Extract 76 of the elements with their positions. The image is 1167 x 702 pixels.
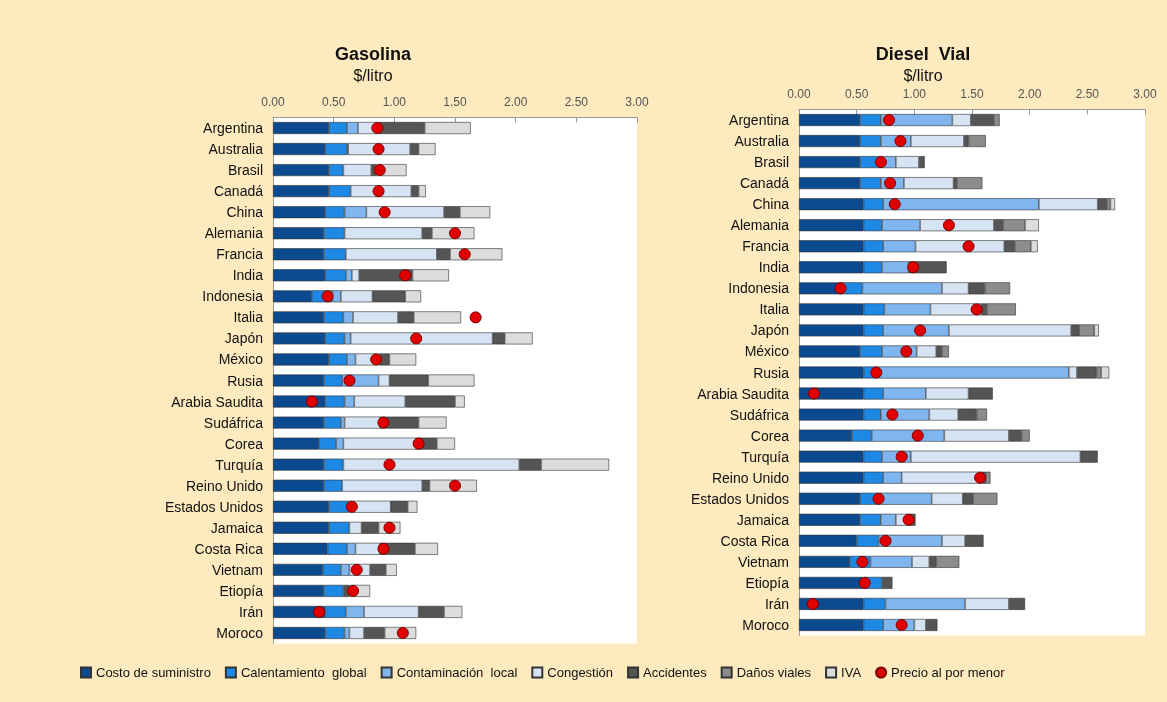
y-tick-label: Estados Unidos — [164, 498, 263, 515]
y-tick-label: Irán — [764, 595, 789, 612]
y-tick-label: Japón — [750, 322, 789, 339]
y-tick-label: Brasil — [753, 154, 789, 171]
y-tick-label: Turquía — [215, 456, 264, 473]
y-tick-label: Etiopía — [219, 582, 264, 599]
x-tick-label: 0.00 — [261, 94, 285, 109]
y-tick-label: Italia — [759, 301, 790, 318]
y-tick-label: Italia — [233, 309, 264, 326]
y-tick-label: India — [758, 259, 790, 276]
legend-label: Congestión — [547, 665, 614, 680]
chart-subtitle: $/litro — [903, 66, 943, 84]
x-tick-label: 0.00 — [787, 86, 811, 101]
y-tick-label: Turquía — [741, 448, 790, 465]
y-tick-label: Argentina — [203, 120, 264, 137]
y-tick-label: Argentina — [729, 112, 790, 129]
y-tick-label: Alemania — [730, 217, 790, 234]
y-tick-label: Vietnam — [211, 561, 263, 578]
y-tick-label: Reino Unido — [185, 477, 264, 494]
y-tick-label: Moroco — [742, 616, 790, 633]
y-tick-label: India — [232, 267, 264, 284]
legend-label: Contaminación local — [396, 665, 518, 680]
y-tick-label: Arabia Saudita — [697, 385, 790, 402]
chart-title: Diesel Vial — [875, 44, 971, 64]
y-tick-label: Alemania — [204, 225, 264, 242]
y-tick-label: Canadá — [739, 175, 790, 192]
y-tick-label: Costa Rica — [194, 540, 264, 557]
legend-label: Calentamiento global — [240, 665, 367, 680]
legend-label: Precio al por menor — [891, 665, 1006, 680]
x-tick-label: 1.50 — [960, 86, 984, 101]
y-tick-label: Estados Unidos — [690, 490, 789, 507]
y-tick-label: Indonesia — [202, 288, 264, 305]
x-tick-label: 1.50 — [443, 94, 467, 109]
y-tick-label: Brasil — [227, 162, 263, 179]
chart-title: Gasolina — [334, 44, 412, 64]
x-tick-label: 1.00 — [382, 94, 407, 109]
x-tick-label: 2.00 — [503, 94, 528, 109]
x-tick-label: 2.00 — [1017, 86, 1042, 101]
x-tick-label: 3.00 — [1133, 86, 1157, 101]
y-tick-label: Francia — [742, 238, 790, 255]
y-tick-label: China — [226, 204, 264, 221]
x-tick-label: 2.50 — [564, 94, 589, 109]
y-tick-label: Sudáfrica — [203, 414, 264, 431]
y-tick-label: China — [752, 196, 790, 213]
y-tick-label: Jamaica — [736, 511, 790, 528]
y-tick-label: Moroco — [216, 624, 264, 641]
y-tick-label: Australia — [734, 133, 790, 150]
y-tick-label: Japón — [224, 330, 263, 347]
y-tick-label: Rusia — [227, 372, 264, 389]
x-tick-label: 3.00 — [625, 94, 649, 109]
x-tick-label: 1.00 — [902, 86, 927, 101]
y-tick-label: Corea — [750, 427, 790, 444]
y-tick-label: Indonesia — [728, 280, 790, 297]
y-tick-label: Jamaica — [210, 519, 264, 536]
y-tick-label: Etiopía — [745, 574, 790, 591]
chart-subtitle: $/litro — [353, 66, 393, 84]
x-tick-label: 2.50 — [1075, 86, 1100, 101]
legend-label: Costo de suministro — [96, 665, 211, 680]
x-tick-label: 0.50 — [844, 86, 869, 101]
y-tick-label: Vietnam — [737, 553, 789, 570]
legend-label: IVA — [841, 665, 862, 680]
y-tick-label: Corea — [224, 435, 264, 452]
y-tick-label: Canadá — [213, 183, 264, 200]
legend-label: Daños viales — [736, 665, 812, 680]
y-tick-label: México — [218, 351, 264, 368]
y-tick-label: Irán — [238, 603, 263, 620]
y-tick-label: Arabia Saudita — [171, 393, 264, 410]
y-tick-label: México — [744, 343, 790, 360]
y-tick-label: Francia — [216, 246, 264, 263]
x-tick-label: 0.50 — [321, 94, 346, 109]
y-tick-label: Australia — [208, 141, 264, 158]
y-tick-label: Sudáfrica — [729, 406, 790, 423]
legend-label: Accidentes — [643, 665, 708, 680]
y-tick-label: Reino Unido — [711, 469, 790, 486]
y-tick-label: Rusia — [753, 364, 790, 381]
y-tick-label: Costa Rica — [720, 532, 790, 549]
